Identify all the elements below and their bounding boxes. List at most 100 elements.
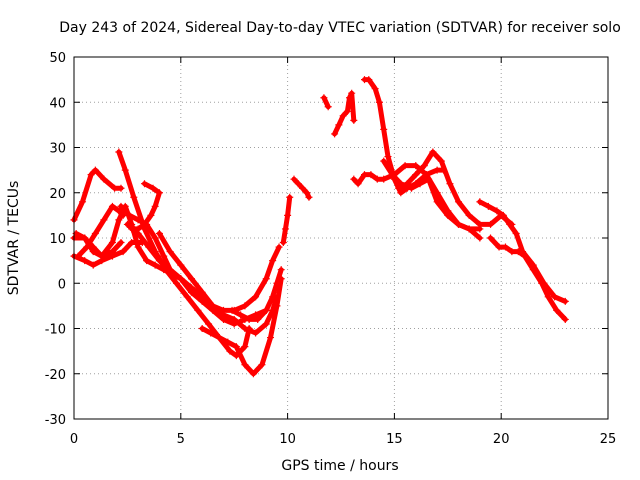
data-point [294, 180, 302, 188]
data-point [493, 207, 501, 215]
data-point [422, 171, 430, 179]
y-tick-label: -10 [45, 323, 66, 338]
data-point [91, 229, 99, 237]
data-point [241, 343, 249, 351]
data-point [476, 234, 484, 242]
data-point [388, 171, 396, 179]
data-point [187, 284, 195, 292]
plot-frame [73, 56, 609, 420]
x-tick-label: 5 [177, 432, 185, 447]
data-point [262, 275, 270, 283]
y-tick-label: 20 [49, 187, 66, 202]
data-point [380, 125, 388, 133]
data-point [145, 243, 153, 251]
data-point [215, 334, 223, 342]
x-tick-label: 0 [70, 432, 78, 447]
y-tick-labels: -30 -20 -10 0 10 20 30 40 50 [45, 51, 66, 428]
data-point [324, 103, 332, 111]
data-point [166, 266, 174, 274]
x-tick-label: 20 [493, 432, 510, 447]
data-point [508, 248, 516, 256]
data-point [98, 252, 106, 260]
data-point [254, 315, 262, 323]
data-point [241, 325, 249, 332]
data-point [134, 243, 142, 251]
data-point [140, 220, 148, 228]
data-point [371, 85, 379, 93]
data-point [476, 198, 484, 206]
y-tick-label: 30 [49, 142, 66, 157]
data-point [495, 243, 503, 251]
data-point [252, 293, 260, 301]
data-point [119, 248, 127, 256]
data-point [487, 234, 495, 242]
data-point [155, 189, 163, 197]
data-point [121, 166, 129, 174]
x-tick-labels: 0 5 10 15 20 25 [70, 432, 616, 447]
series-track-t [395, 148, 516, 228]
y-tick-label: 50 [49, 51, 66, 66]
data-point [130, 193, 138, 201]
data-point [115, 216, 123, 224]
data-point [416, 180, 424, 188]
data-point [89, 243, 97, 251]
data-point [465, 211, 473, 219]
data-point [476, 220, 484, 228]
data-point [538, 279, 546, 287]
data-point [155, 229, 163, 237]
data-point [348, 89, 356, 97]
data-point [198, 325, 206, 332]
data-point [249, 370, 257, 378]
data-point [226, 347, 234, 355]
data-point [117, 202, 125, 210]
series-line [280, 194, 293, 245]
data-point [529, 266, 537, 274]
data-point [74, 252, 82, 260]
data-point [273, 279, 281, 287]
data-point [433, 198, 441, 206]
data-tracks [70, 76, 569, 378]
data-point [275, 243, 283, 251]
data-point [380, 175, 388, 183]
data-point [173, 279, 181, 287]
data-point [437, 157, 445, 165]
data-point [134, 216, 142, 224]
data-point [380, 157, 388, 165]
data-point [100, 216, 108, 224]
data-point [183, 293, 191, 301]
data-point [115, 148, 123, 156]
data-point [501, 243, 509, 251]
data-point [446, 180, 454, 188]
data-point [187, 275, 195, 283]
data-point [151, 234, 159, 242]
series-track-v [487, 234, 569, 323]
data-point [444, 211, 452, 219]
data-point [89, 261, 97, 269]
data-point [401, 162, 409, 170]
data-point [433, 166, 441, 174]
data-point [108, 239, 116, 247]
series-track-e [74, 202, 127, 260]
data-point [252, 329, 260, 337]
data-point [155, 257, 163, 265]
data-point [544, 293, 552, 301]
y-tick-label: -30 [45, 413, 66, 428]
data-point [143, 257, 151, 265]
series-track-i [128, 180, 163, 233]
data-point [262, 306, 270, 314]
data-point [228, 306, 236, 314]
data-point [429, 148, 437, 156]
data-point [147, 211, 155, 219]
data-point [384, 153, 392, 161]
data-point [91, 166, 99, 174]
data-point [561, 297, 569, 305]
data-point [87, 171, 95, 179]
data-point [350, 116, 358, 124]
data-point [79, 198, 87, 206]
data-point [343, 107, 351, 115]
data-point [360, 171, 368, 179]
data-point [220, 311, 228, 319]
data-point [499, 211, 507, 219]
data-point [279, 239, 287, 247]
